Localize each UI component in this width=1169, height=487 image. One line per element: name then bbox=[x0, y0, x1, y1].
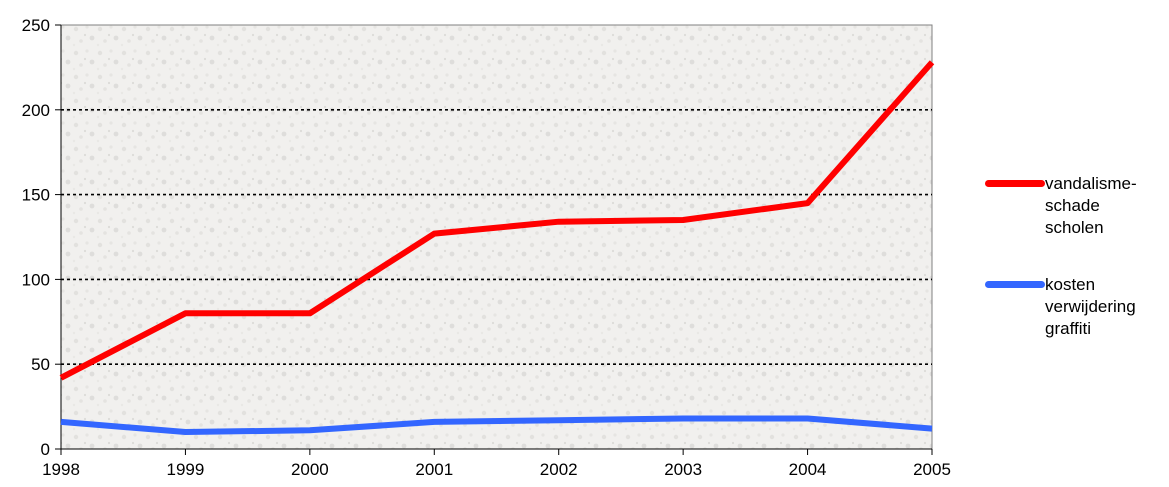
x-tick-label: 1999 bbox=[167, 460, 205, 479]
x-tick-label: 2004 bbox=[789, 460, 827, 479]
series-line-1 bbox=[59, 60, 935, 381]
x-axis-ticks: 1998 1999 2000 2001 2002 2003 2004 2005 bbox=[42, 449, 951, 479]
x-tick-label: 2001 bbox=[415, 460, 453, 479]
series-lines bbox=[59, 60, 935, 435]
y-tick-label: 50 bbox=[31, 355, 50, 374]
axes bbox=[60, 25, 932, 450]
y-tick-label: 100 bbox=[22, 270, 50, 289]
y-tick-label: 200 bbox=[22, 101, 50, 120]
x-tick-label: 1998 bbox=[42, 460, 80, 479]
y-tick-label: 150 bbox=[22, 186, 50, 205]
x-tick-label: 2005 bbox=[913, 460, 951, 479]
legend-item-series-2: kosten verwijdering graffiti bbox=[985, 274, 1169, 340]
legend-label-series-2: kosten verwijdering graffiti bbox=[1045, 275, 1136, 338]
x-tick-label: 2002 bbox=[540, 460, 578, 479]
legend-label-series-1: vandalisme- schade scholen bbox=[1045, 174, 1137, 237]
legend-swatch-series-2 bbox=[985, 281, 1045, 288]
x-tick-label: 2000 bbox=[291, 460, 329, 479]
series-line-2 bbox=[60, 415, 933, 435]
y-tick-label: 250 bbox=[22, 16, 50, 35]
x-tick-label: 2003 bbox=[664, 460, 702, 479]
gridlines bbox=[61, 109, 932, 366]
y-tick-label: 0 bbox=[41, 440, 50, 459]
legend-swatch-series-1 bbox=[985, 180, 1045, 187]
y-axis-ticks: 0 50 100 150 200 250 bbox=[22, 16, 61, 459]
legend-item-series-1: vandalisme- schade scholen bbox=[985, 173, 1169, 239]
plot-area bbox=[60, 24, 933, 450]
